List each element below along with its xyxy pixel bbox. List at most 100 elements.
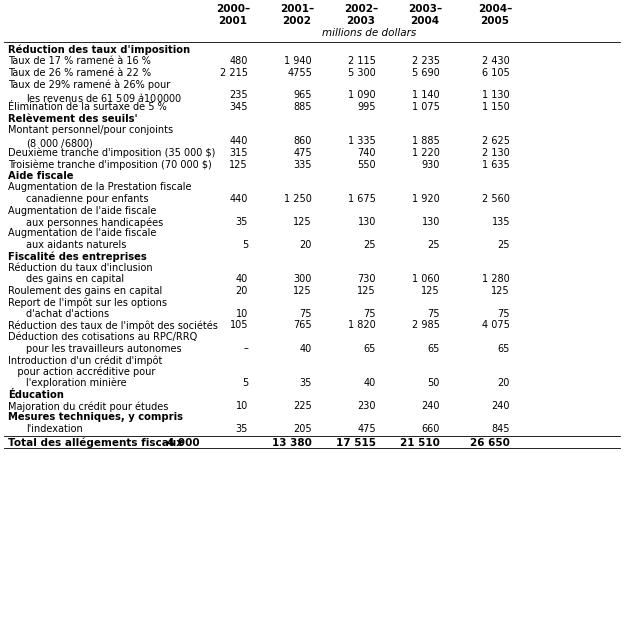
Text: 125: 125 [491, 286, 510, 296]
Text: 2 560: 2 560 [482, 194, 510, 204]
Text: Troisième tranche d'imposition (70 000 $): Troisième tranche d'imposition (70 000 $… [8, 160, 212, 170]
Text: Éducation: Éducation [8, 389, 64, 399]
Text: 4755: 4755 [287, 67, 312, 78]
Text: Taux de 29% ramené à 26% pour: Taux de 29% ramené à 26% pour [8, 79, 170, 89]
Text: 20: 20 [236, 286, 248, 296]
Text: 130: 130 [422, 217, 440, 227]
Text: 765: 765 [293, 320, 312, 331]
Text: Augmentation de la Prestation fiscale: Augmentation de la Prestation fiscale [8, 183, 192, 193]
Text: 225: 225 [293, 401, 312, 411]
Text: 17 515: 17 515 [336, 437, 376, 447]
Text: 35: 35 [300, 378, 312, 388]
Text: 125: 125 [358, 286, 376, 296]
Text: 2001–: 2001– [280, 4, 314, 14]
Text: Réduction des taux de l'impôt des sociétés: Réduction des taux de l'impôt des sociét… [8, 320, 218, 331]
Text: 1 820: 1 820 [348, 320, 376, 331]
Text: 2000–: 2000– [216, 4, 250, 14]
Text: 5 300: 5 300 [348, 67, 376, 78]
Text: 2005: 2005 [480, 15, 510, 25]
Text: Relèvement des seuils': Relèvement des seuils' [8, 114, 138, 123]
Text: Introduction d'un crédit d'impôt: Introduction d'un crédit d'impôt [8, 355, 162, 365]
Text: 5 690: 5 690 [412, 67, 440, 78]
Text: 130: 130 [358, 217, 376, 227]
Text: millions de dollars: millions de dollars [322, 28, 416, 38]
Text: 35: 35 [236, 424, 248, 434]
Text: 1 150: 1 150 [482, 102, 510, 112]
Text: Aide fiscale: Aide fiscale [8, 171, 74, 181]
Text: 13 380: 13 380 [272, 437, 312, 447]
Text: Élimination de la surtaxe de 5 %: Élimination de la surtaxe de 5 % [8, 102, 167, 112]
Text: –: – [243, 344, 248, 354]
Text: des gains en capital: des gains en capital [26, 275, 124, 284]
Text: 21 510: 21 510 [400, 437, 440, 447]
Text: 4 900: 4 900 [167, 437, 200, 447]
Text: 125: 125 [421, 286, 440, 296]
Text: 235: 235 [230, 91, 248, 101]
Text: 25: 25 [427, 240, 440, 250]
Text: 35: 35 [236, 217, 248, 227]
Text: 885: 885 [293, 102, 312, 112]
Text: 4 075: 4 075 [482, 320, 510, 331]
Text: 480: 480 [230, 56, 248, 66]
Text: 75: 75 [427, 309, 440, 319]
Text: 10: 10 [236, 401, 248, 411]
Text: 1 220: 1 220 [412, 148, 440, 158]
Text: 1 250: 1 250 [284, 194, 312, 204]
Text: 475: 475 [293, 148, 312, 158]
Text: 965: 965 [293, 91, 312, 101]
Text: les revenus de 61 509 $ à 100 000 $: les revenus de 61 509 $ à 100 000 $ [26, 91, 182, 104]
Text: 25: 25 [364, 240, 376, 250]
Text: Deuxième tranche d'imposition (35 000 $): Deuxième tranche d'imposition (35 000 $) [8, 148, 215, 159]
Text: 1 140: 1 140 [412, 91, 440, 101]
Text: 475: 475 [358, 424, 376, 434]
Text: 2004–: 2004– [478, 4, 512, 14]
Text: 205: 205 [293, 424, 312, 434]
Text: 1 885: 1 885 [412, 136, 440, 146]
Text: 300: 300 [294, 275, 312, 284]
Text: 2001: 2001 [218, 15, 248, 25]
Text: Augmentation de l'aide fiscale: Augmentation de l'aide fiscale [8, 228, 157, 239]
Text: 930: 930 [422, 160, 440, 170]
Text: 1 335: 1 335 [348, 136, 376, 146]
Text: 125: 125 [293, 286, 312, 296]
Text: 1 075: 1 075 [412, 102, 440, 112]
Text: 105: 105 [230, 320, 248, 331]
Text: Majoration du crédit pour études: Majoration du crédit pour études [8, 401, 168, 412]
Text: aux aidants naturels: aux aidants naturels [26, 240, 127, 250]
Text: 2003–: 2003– [408, 4, 442, 14]
Text: 2002: 2002 [283, 15, 311, 25]
Text: 125: 125 [230, 160, 248, 170]
Text: 550: 550 [358, 160, 376, 170]
Text: 240: 240 [492, 401, 510, 411]
Text: canadienne pour enfants: canadienne pour enfants [26, 194, 149, 204]
Text: 65: 65 [497, 344, 510, 354]
Text: 440: 440 [230, 194, 248, 204]
Text: 6 105: 6 105 [482, 67, 510, 78]
Text: l'exploration minière: l'exploration minière [26, 378, 127, 389]
Text: 995: 995 [358, 102, 376, 112]
Text: 50: 50 [427, 378, 440, 388]
Text: 1 280: 1 280 [482, 275, 510, 284]
Text: 2004: 2004 [411, 15, 439, 25]
Text: 65: 65 [427, 344, 440, 354]
Text: Report de l'impôt sur les options: Report de l'impôt sur les options [8, 297, 167, 308]
Text: 125: 125 [293, 217, 312, 227]
Text: 2 430: 2 430 [482, 56, 510, 66]
Text: 1 920: 1 920 [412, 194, 440, 204]
Text: Réduction du taux d'inclusion: Réduction du taux d'inclusion [8, 263, 153, 273]
Text: Roulement des gains en capital: Roulement des gains en capital [8, 286, 162, 296]
Text: pour les travailleurs autonomes: pour les travailleurs autonomes [26, 344, 182, 354]
Text: 335: 335 [293, 160, 312, 170]
Text: 20: 20 [300, 240, 312, 250]
Text: Mesures techniques, y compris: Mesures techniques, y compris [8, 413, 183, 423]
Text: 26 650: 26 650 [470, 437, 510, 447]
Text: pour action accréditive pour: pour action accréditive pour [8, 366, 155, 377]
Text: 730: 730 [358, 275, 376, 284]
Text: 1 090: 1 090 [348, 91, 376, 101]
Text: 1 130: 1 130 [482, 91, 510, 101]
Text: 2 130: 2 130 [482, 148, 510, 158]
Text: Taux de 26 % ramené à 22 %: Taux de 26 % ramené à 22 % [8, 67, 151, 78]
Text: 660: 660 [422, 424, 440, 434]
Text: 1 635: 1 635 [482, 160, 510, 170]
Text: (8 000 $/6 800 $): (8 000 $/6 800 $) [26, 136, 94, 149]
